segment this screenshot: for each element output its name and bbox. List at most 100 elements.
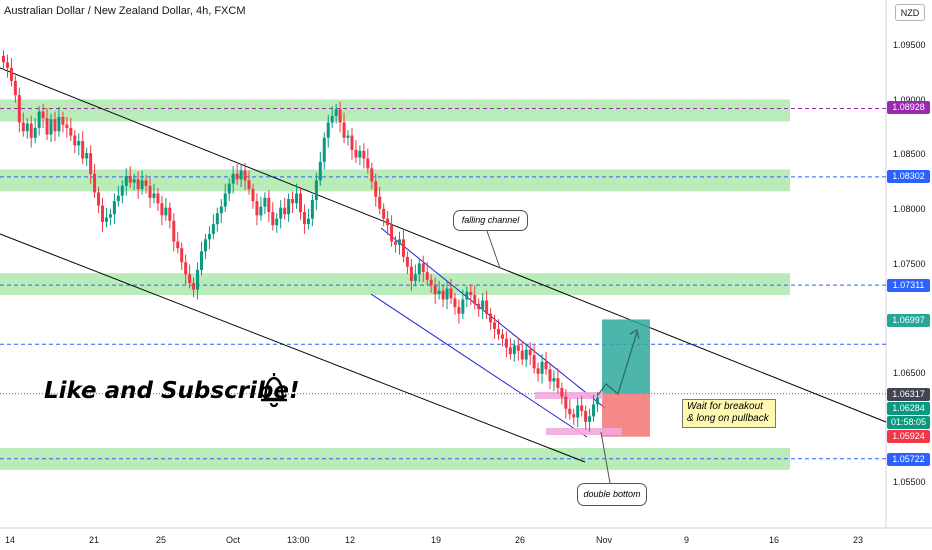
candle[interactable] [291,191,295,214]
candle[interactable] [417,257,421,282]
candle[interactable] [77,133,81,156]
candle[interactable] [370,162,374,190]
currency-button[interactable]: NZD [895,4,925,21]
candle[interactable] [259,196,263,221]
candle[interactable] [338,101,342,133]
candle[interactable] [37,106,41,136]
candle[interactable] [283,197,287,220]
candle[interactable] [520,340,524,366]
candle[interactable] [136,171,140,199]
candle[interactable] [287,193,291,222]
candle[interactable] [461,289,465,320]
candle[interactable] [29,115,33,148]
candle[interactable] [592,394,596,422]
candle[interactable] [504,331,508,358]
candle[interactable] [65,117,69,138]
candle[interactable] [560,382,564,405]
candle[interactable] [449,278,453,304]
candle[interactable] [128,166,132,189]
candle[interactable] [176,231,180,254]
candle[interactable] [61,111,65,133]
candle[interactable] [398,231,401,255]
candle[interactable] [235,163,239,185]
candle[interactable] [433,277,437,304]
candle[interactable] [33,118,37,144]
candle[interactable] [57,107,61,137]
candle[interactable] [302,204,306,234]
candle[interactable] [473,285,477,310]
candle[interactable] [168,202,172,229]
inner-channel-upper-line[interactable] [380,227,606,409]
candle[interactable] [112,193,116,225]
candle[interactable] [497,319,500,340]
candle[interactable] [180,242,184,270]
candle[interactable] [144,174,148,194]
candle[interactable] [152,183,156,204]
candle[interactable] [104,207,108,228]
candle[interactable] [211,214,215,240]
candle[interactable] [421,255,425,282]
candle[interactable] [382,203,386,227]
falling-channel-upper-line[interactable] [0,67,887,423]
candle[interactable] [156,188,160,211]
candle[interactable] [188,264,192,289]
candle[interactable] [584,405,588,430]
candle[interactable] [164,197,168,221]
candle[interactable] [536,362,540,382]
candle[interactable] [108,208,112,226]
candle[interactable] [556,368,560,394]
candle[interactable] [239,165,243,187]
candle[interactable] [295,183,299,209]
candle[interactable] [401,229,405,263]
candle[interactable] [500,328,504,347]
candle[interactable] [596,392,599,412]
candle[interactable] [326,114,330,148]
candle[interactable] [223,183,227,213]
falling-channel-lower-line[interactable] [0,233,586,463]
candle[interactable] [516,337,520,361]
candle[interactable] [576,397,580,428]
candle[interactable] [45,108,49,140]
candle[interactable] [334,103,338,124]
candle[interactable] [73,130,77,154]
candle[interactable] [342,112,346,144]
candle[interactable] [394,236,398,253]
candle[interactable] [386,210,390,236]
candle[interactable] [299,188,302,220]
candle[interactable] [378,186,382,215]
candle[interactable] [207,226,211,250]
candle[interactable] [116,185,120,207]
candle[interactable] [588,408,592,432]
candle[interactable] [97,186,101,214]
candle[interactable] [89,145,93,184]
candle[interactable] [243,162,247,191]
candle[interactable] [465,286,469,308]
candle[interactable] [322,132,326,170]
candle[interactable] [318,151,322,186]
candle[interactable] [354,139,358,163]
candle[interactable] [489,308,493,331]
inner-channel-lower-line[interactable] [370,293,588,438]
candle[interactable] [425,262,429,286]
candle[interactable] [580,395,584,417]
candle[interactable] [271,202,275,231]
candle[interactable] [231,166,235,194]
sr-zone-2[interactable] [0,273,790,296]
candle[interactable] [413,264,417,287]
candle[interactable] [314,172,318,210]
candle[interactable] [17,87,21,133]
sr-zone-1[interactable] [0,169,790,192]
candle[interactable] [275,213,279,233]
candle[interactable] [552,370,556,392]
candle[interactable] [366,148,370,174]
candle[interactable] [362,143,366,169]
candle[interactable] [200,241,203,276]
candle[interactable] [255,193,259,226]
candle[interactable] [21,112,25,137]
candle[interactable] [93,163,97,198]
candle[interactable] [429,274,433,293]
candle[interactable] [568,398,572,420]
candle[interactable] [310,194,314,227]
candle[interactable] [508,337,512,360]
candle[interactable] [358,145,362,166]
